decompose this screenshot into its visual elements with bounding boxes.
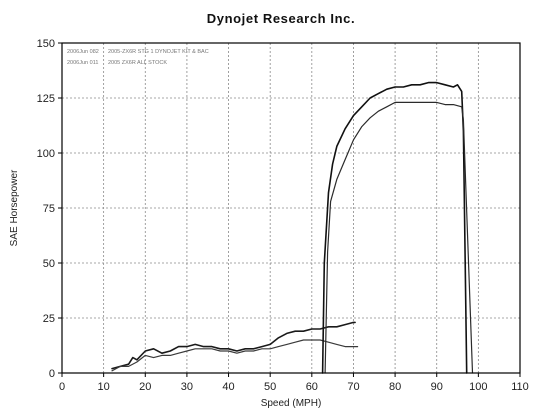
series-line-1 xyxy=(111,321,356,370)
x-tick-label-50: 50 xyxy=(264,381,276,393)
y-axis-label: SAE Horsepower xyxy=(9,169,20,246)
x-tick-label-60: 60 xyxy=(306,381,318,393)
grid-lines xyxy=(62,43,520,373)
y-tick-label-25: 25 xyxy=(43,313,55,325)
x-tick-label-20: 20 xyxy=(139,381,151,393)
x-tick-label-70: 70 xyxy=(347,381,359,393)
series-line-3 xyxy=(321,81,468,374)
x-tick-label-30: 30 xyxy=(181,381,193,393)
legend: 2006Jun 082 2005-ZX6R STG 1 DYNOJET KIT &… xyxy=(67,49,209,66)
y-tick-label-100: 100 xyxy=(37,148,55,160)
legend-entry-1: 2005-ZX6R STG 1 DYNOJET KIT & BAC xyxy=(108,49,209,55)
x-axis-label: Speed (MPH) xyxy=(261,398,322,409)
chart-title: Dynojet Research Inc. xyxy=(207,11,355,26)
y-tick-label-150: 150 xyxy=(37,38,55,50)
x-tick-label-110: 110 xyxy=(511,381,529,393)
series-line-2 xyxy=(111,339,359,372)
x-tick-label-0: 0 xyxy=(59,381,65,393)
y-tick-label-75: 75 xyxy=(43,203,55,215)
legend-run-id-1: 2006Jun 082 xyxy=(67,49,99,55)
series-line-4 xyxy=(324,101,474,374)
legend-run-id-2: 2006Jun 011 xyxy=(67,60,98,66)
y-tick-label-50: 50 xyxy=(43,258,55,270)
tick-labels: 0 10 20 30 40 50 60 70 80 90 100 110 0 25 50 75 100 125 15… xyxy=(37,38,529,393)
x-tick-label-10: 10 xyxy=(98,381,110,393)
x-tick-label-80: 80 xyxy=(389,381,401,393)
y-tick-label-125: 125 xyxy=(37,93,55,105)
x-tick-label-90: 90 xyxy=(431,381,443,393)
legend-entry-2: 2005 ZX6R ALL STOCK xyxy=(108,60,167,66)
x-tick-label-100: 100 xyxy=(469,381,487,393)
x-tick-label-40: 40 xyxy=(222,381,234,393)
y-tick-label-0: 0 xyxy=(49,368,55,380)
series-group xyxy=(111,81,474,374)
